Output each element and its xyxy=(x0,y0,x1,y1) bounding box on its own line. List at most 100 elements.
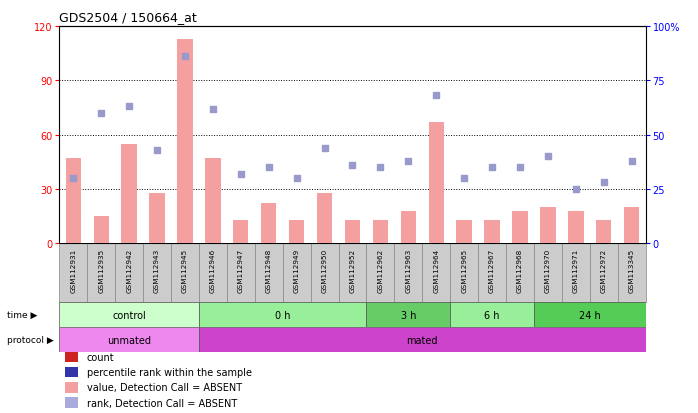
Text: GSM112943: GSM112943 xyxy=(154,249,160,292)
Bar xyxy=(311,244,339,302)
Bar xyxy=(339,244,366,302)
Bar xyxy=(534,302,646,328)
Bar xyxy=(624,208,639,244)
Text: 3 h: 3 h xyxy=(401,310,416,320)
Text: GSM112935: GSM112935 xyxy=(98,249,104,292)
Bar xyxy=(199,302,366,328)
Text: GSM112945: GSM112945 xyxy=(182,249,188,292)
Bar xyxy=(87,244,115,302)
Text: GSM112971: GSM112971 xyxy=(573,249,579,292)
Point xyxy=(319,145,330,152)
Bar xyxy=(205,159,221,244)
Text: 6 h: 6 h xyxy=(484,310,500,320)
Text: GSM112952: GSM112952 xyxy=(350,249,355,292)
Point xyxy=(124,104,135,110)
Bar xyxy=(345,220,360,244)
Point xyxy=(347,162,358,169)
Point xyxy=(403,158,414,165)
Bar xyxy=(199,328,646,352)
Bar xyxy=(143,244,171,302)
Text: GSM112949: GSM112949 xyxy=(294,249,299,292)
Text: GSM112963: GSM112963 xyxy=(406,249,411,292)
Point xyxy=(207,106,218,113)
Bar xyxy=(590,244,618,302)
Text: GSM112931: GSM112931 xyxy=(70,249,76,292)
Bar xyxy=(115,244,143,302)
Text: time ▶: time ▶ xyxy=(6,311,37,319)
Bar xyxy=(478,244,506,302)
Text: GSM112950: GSM112950 xyxy=(322,249,327,292)
Text: unmated: unmated xyxy=(107,335,151,345)
Bar xyxy=(59,244,87,302)
Bar xyxy=(283,244,311,302)
Bar xyxy=(59,328,199,352)
Bar xyxy=(66,159,81,244)
Bar xyxy=(512,211,528,244)
Bar xyxy=(65,351,78,362)
Point xyxy=(96,110,107,117)
Text: 0 h: 0 h xyxy=(275,310,290,320)
Point xyxy=(235,171,246,178)
Bar xyxy=(255,244,283,302)
Point xyxy=(179,54,191,61)
Text: value, Detection Call = ABSENT: value, Detection Call = ABSENT xyxy=(87,382,242,392)
Text: GSM112967: GSM112967 xyxy=(489,249,495,292)
Bar xyxy=(540,208,556,244)
Bar xyxy=(456,220,472,244)
Text: GSM112942: GSM112942 xyxy=(126,249,132,292)
Bar xyxy=(261,204,276,244)
Bar xyxy=(562,244,590,302)
Bar xyxy=(534,244,562,302)
Text: GSM112970: GSM112970 xyxy=(545,249,551,292)
Bar xyxy=(177,40,193,244)
Point xyxy=(514,164,526,171)
Point xyxy=(431,93,442,100)
Bar xyxy=(366,244,394,302)
Bar xyxy=(59,302,199,328)
Bar xyxy=(596,220,611,244)
Text: GSM112972: GSM112972 xyxy=(601,249,607,292)
Text: protocol ▶: protocol ▶ xyxy=(6,335,53,344)
Point xyxy=(263,164,274,171)
Point xyxy=(68,176,79,182)
Bar xyxy=(401,211,416,244)
Bar xyxy=(94,217,109,244)
Text: count: count xyxy=(87,352,114,362)
Point xyxy=(570,186,581,193)
Point xyxy=(598,180,609,186)
Text: GSM112946: GSM112946 xyxy=(210,249,216,292)
Point xyxy=(487,164,498,171)
Text: GSM112947: GSM112947 xyxy=(238,249,244,292)
Bar xyxy=(289,220,304,244)
Point xyxy=(291,176,302,182)
Point xyxy=(151,147,163,154)
Bar xyxy=(366,302,450,328)
Text: 24 h: 24 h xyxy=(579,310,601,320)
Bar xyxy=(65,382,78,393)
Bar xyxy=(373,220,388,244)
Text: GSM113345: GSM113345 xyxy=(629,249,634,292)
Point xyxy=(542,154,554,160)
Text: GSM112964: GSM112964 xyxy=(433,249,439,292)
Point xyxy=(626,158,637,165)
Text: GSM112948: GSM112948 xyxy=(266,249,272,292)
Text: GSM112965: GSM112965 xyxy=(461,249,467,292)
Bar xyxy=(484,220,500,244)
Text: GSM112962: GSM112962 xyxy=(378,249,383,292)
Bar xyxy=(121,144,137,244)
Bar xyxy=(506,244,534,302)
Bar xyxy=(199,244,227,302)
Bar xyxy=(65,397,78,408)
Text: GDS2504 / 150664_at: GDS2504 / 150664_at xyxy=(59,11,197,24)
Point xyxy=(459,176,470,182)
Bar xyxy=(429,123,444,244)
Bar xyxy=(450,302,534,328)
Bar xyxy=(618,244,646,302)
Bar xyxy=(233,220,248,244)
Bar xyxy=(227,244,255,302)
Text: percentile rank within the sample: percentile rank within the sample xyxy=(87,367,252,377)
Bar xyxy=(394,244,422,302)
Point xyxy=(375,164,386,171)
Text: mated: mated xyxy=(406,335,438,345)
Bar xyxy=(171,244,199,302)
